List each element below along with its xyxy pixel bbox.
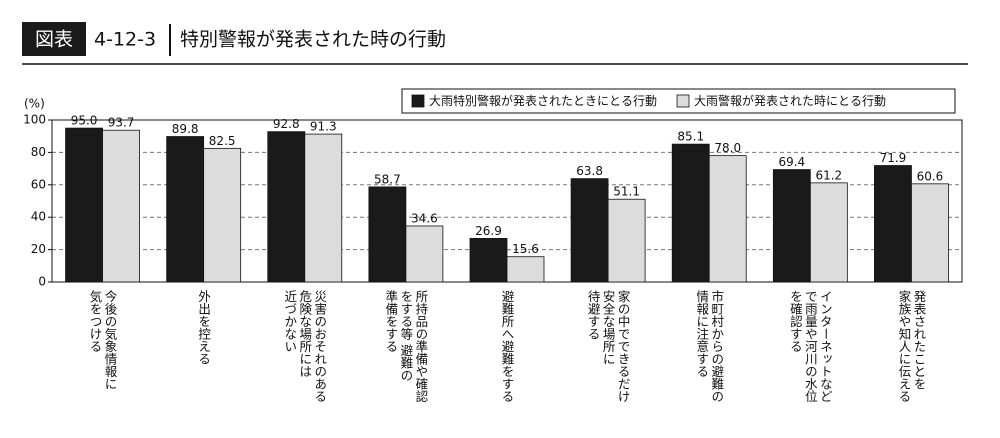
x-tick-label: 災害のおそれのある xyxy=(312,290,327,403)
bar xyxy=(506,256,545,283)
bar xyxy=(267,131,306,283)
value-label: 58.7 xyxy=(374,172,401,186)
chart-title: 特別警報が発表された時の行動 xyxy=(180,29,446,51)
value-label: 82.5 xyxy=(209,134,236,148)
x-tick-label: 近づかない xyxy=(282,290,297,353)
x-tick-label: 準備をする xyxy=(383,289,398,353)
value-label: 63.8 xyxy=(576,164,603,178)
bar xyxy=(405,225,444,283)
y-tick-label: 40 xyxy=(31,210,46,224)
x-tick-label: 家の中でできるだけ xyxy=(616,289,631,403)
bar xyxy=(708,155,747,283)
bar xyxy=(671,143,710,283)
bar xyxy=(65,127,103,283)
value-label: 34.6 xyxy=(411,211,438,225)
y-tick-label: 60 xyxy=(31,177,46,191)
bar xyxy=(607,198,646,283)
bar xyxy=(911,183,949,283)
legend-label: 大雨警報が発表された時にとる行動 xyxy=(694,93,886,108)
bar xyxy=(203,147,242,283)
bar xyxy=(570,178,609,283)
value-label: 51.1 xyxy=(613,185,640,199)
value-label: 61.2 xyxy=(815,168,842,182)
x-tick-label: で雨量や河川の水位 xyxy=(803,290,818,403)
y-tick-label: 80 xyxy=(31,145,46,159)
bar xyxy=(368,186,407,283)
bar xyxy=(809,182,848,283)
x-tick-label: 発表されたことを xyxy=(911,290,926,390)
value-label: 92.8 xyxy=(273,117,300,131)
y-tick-label: 100 xyxy=(23,113,46,127)
badge-box xyxy=(22,22,86,56)
x-tick-label: 待避する xyxy=(586,290,601,340)
x-tick-label: 家族や知人に伝える xyxy=(896,289,911,403)
bar xyxy=(874,165,912,283)
bar xyxy=(102,129,140,283)
value-label: 85.1 xyxy=(677,130,704,144)
x-tick-label: インターネットなど xyxy=(818,290,833,403)
bar xyxy=(166,136,205,283)
value-label: 89.8 xyxy=(172,122,199,136)
x-tick-label: 所持品の準備や確認 xyxy=(413,290,428,403)
badge: 図表 xyxy=(35,29,73,51)
x-tick-label: を確認する xyxy=(788,290,803,353)
legend-label: 大雨特別警報が発表されたときにとる行動 xyxy=(429,93,657,108)
value-label: 71.9 xyxy=(880,151,907,165)
x-tick-label: 安全な場所に xyxy=(601,289,616,365)
value-label: 93.7 xyxy=(108,116,135,130)
value-label: 91.3 xyxy=(310,120,337,134)
legend-swatch xyxy=(676,94,690,108)
x-tick-label: 避難所へ避難をする xyxy=(500,290,515,403)
value-label: 26.9 xyxy=(475,224,502,238)
legend-swatch xyxy=(411,94,425,108)
bar xyxy=(772,169,811,283)
value-label: 69.4 xyxy=(778,155,805,169)
y-tick-label: 20 xyxy=(31,242,46,256)
y-tick-label: 0 xyxy=(38,275,46,289)
x-tick-label: 外出を控える xyxy=(196,290,211,365)
value-label: 78.0 xyxy=(714,141,741,155)
x-tick-label: 気をつける xyxy=(88,289,103,353)
x-tick-label: をする等 避難の xyxy=(398,290,413,381)
x-tick-label: 今後の気象情報に xyxy=(103,289,118,390)
figure-number: 4-12-3 xyxy=(94,29,156,51)
value-label: 60.6 xyxy=(917,169,944,183)
x-tick-label: 市町村からの避難の xyxy=(709,289,724,403)
x-tick-label: 情報に注意する xyxy=(694,290,709,378)
y-axis-label: (%) xyxy=(24,97,45,111)
value-label: 15.6 xyxy=(512,242,539,256)
bar xyxy=(304,133,343,283)
x-tick-label: 危険な場所には xyxy=(297,290,312,378)
bar xyxy=(469,238,508,283)
value-label: 95.0 xyxy=(71,114,98,128)
